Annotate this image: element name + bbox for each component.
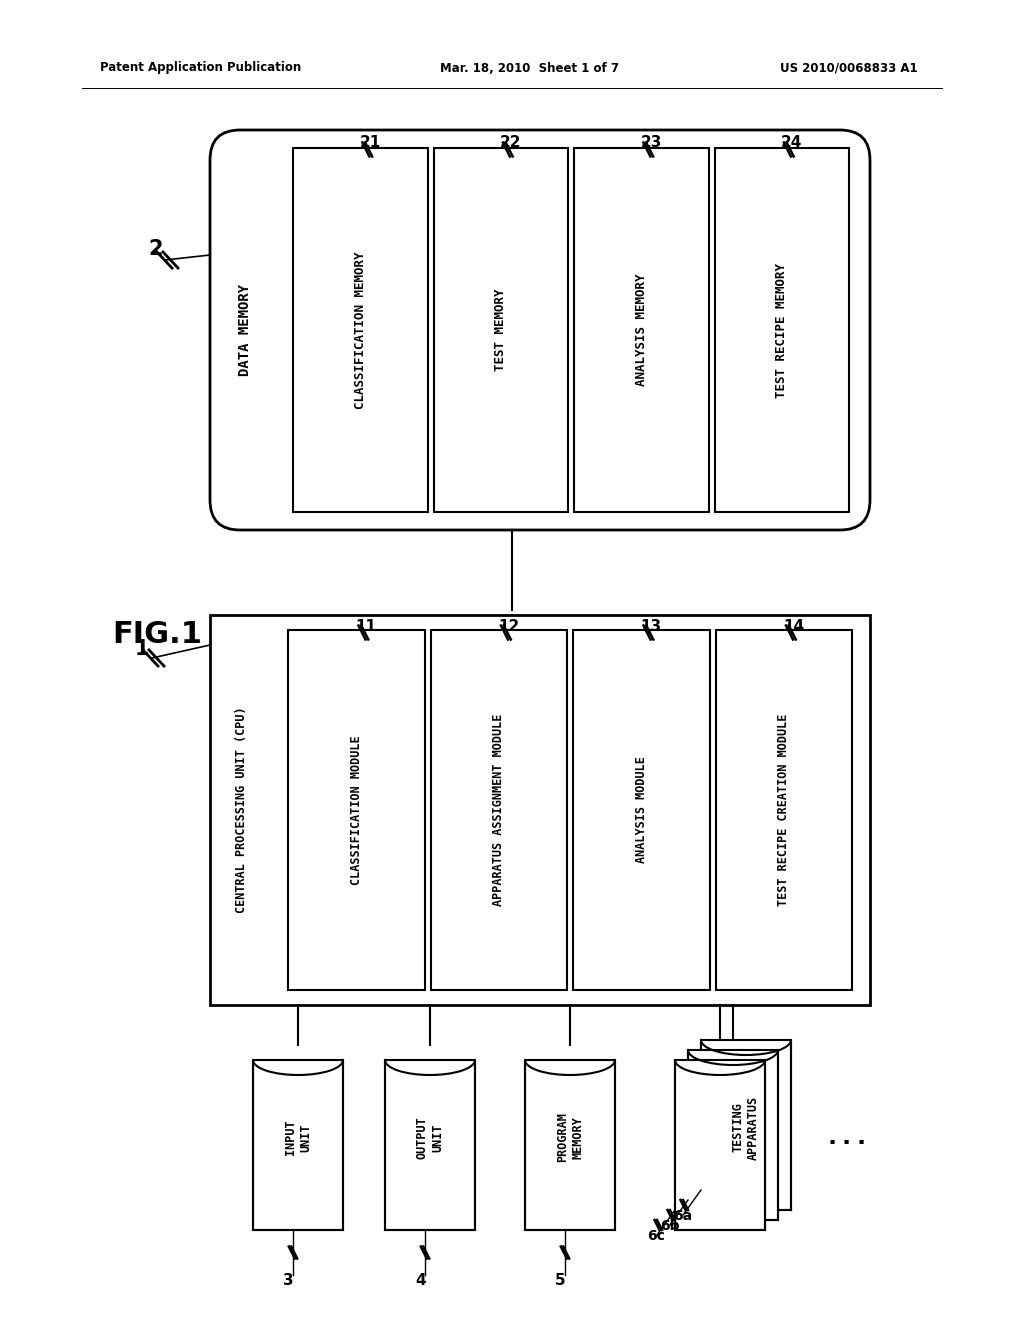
Text: DATA MEMORY: DATA MEMORY bbox=[238, 284, 252, 376]
Text: INPUT
UNIT: INPUT UNIT bbox=[284, 1119, 312, 1155]
Bar bbox=[675, 1060, 765, 1230]
Text: TEST RECIPE MEMORY: TEST RECIPE MEMORY bbox=[775, 263, 788, 397]
Text: 6a: 6a bbox=[673, 1209, 692, 1224]
Text: 14: 14 bbox=[783, 619, 804, 634]
Text: 4: 4 bbox=[415, 1272, 426, 1288]
FancyBboxPatch shape bbox=[210, 129, 870, 531]
Bar bbox=[430, 630, 567, 990]
Bar bbox=[433, 148, 568, 512]
Bar bbox=[574, 148, 709, 512]
Text: 21: 21 bbox=[359, 135, 381, 150]
Text: 2: 2 bbox=[148, 239, 163, 259]
Text: ANALYSIS MODULE: ANALYSIS MODULE bbox=[635, 756, 648, 863]
Text: PROGRAM
MEMORY: PROGRAM MEMORY bbox=[556, 1113, 584, 1163]
Text: FIG.1: FIG.1 bbox=[112, 620, 202, 649]
Text: CLASSIFICATION MODULE: CLASSIFICATION MODULE bbox=[350, 735, 362, 884]
Text: US 2010/0068833 A1: US 2010/0068833 A1 bbox=[780, 62, 918, 74]
Bar bbox=[385, 1060, 475, 1230]
Text: 6b: 6b bbox=[660, 1218, 680, 1233]
Text: TEST MEMORY: TEST MEMORY bbox=[495, 289, 507, 371]
Text: 24: 24 bbox=[781, 135, 802, 150]
Text: CENTRAL PROCESSING UNIT (CPU): CENTRAL PROCESSING UNIT (CPU) bbox=[236, 706, 249, 913]
Bar bbox=[573, 630, 710, 990]
Bar bbox=[525, 1060, 615, 1230]
Text: CLASSIFICATION MEMORY: CLASSIFICATION MEMORY bbox=[353, 251, 367, 409]
Text: 23: 23 bbox=[640, 135, 662, 150]
Text: 11: 11 bbox=[355, 619, 377, 634]
Text: Mar. 18, 2010  Sheet 1 of 7: Mar. 18, 2010 Sheet 1 of 7 bbox=[440, 62, 618, 74]
Bar bbox=[715, 148, 849, 512]
Bar bbox=[253, 1060, 343, 1230]
Bar bbox=[716, 630, 852, 990]
Text: 5: 5 bbox=[555, 1272, 565, 1288]
Bar bbox=[288, 630, 425, 990]
Text: 1: 1 bbox=[135, 639, 150, 659]
Text: ANALYSIS MEMORY: ANALYSIS MEMORY bbox=[635, 273, 648, 387]
Text: TEST RECIPE CREATION MODULE: TEST RECIPE CREATION MODULE bbox=[777, 714, 791, 907]
Text: OUTPUT
UNIT: OUTPUT UNIT bbox=[416, 1117, 444, 1159]
Text: TESTING
APPARATUS: TESTING APPARATUS bbox=[732, 1096, 760, 1159]
Text: 12: 12 bbox=[498, 619, 519, 634]
Text: 22: 22 bbox=[500, 135, 521, 150]
Bar bbox=[293, 148, 427, 512]
Text: 6c: 6c bbox=[647, 1229, 665, 1243]
Text: APPARATUS ASSIGNMENT MODULE: APPARATUS ASSIGNMENT MODULE bbox=[493, 714, 505, 907]
Text: 13: 13 bbox=[641, 619, 662, 634]
Text: Patent Application Publication: Patent Application Publication bbox=[100, 62, 301, 74]
Bar bbox=[701, 1040, 791, 1210]
Bar bbox=[210, 615, 870, 1005]
Text: ...: ... bbox=[825, 1126, 870, 1150]
Bar bbox=[688, 1049, 778, 1220]
Text: 3: 3 bbox=[283, 1272, 294, 1288]
